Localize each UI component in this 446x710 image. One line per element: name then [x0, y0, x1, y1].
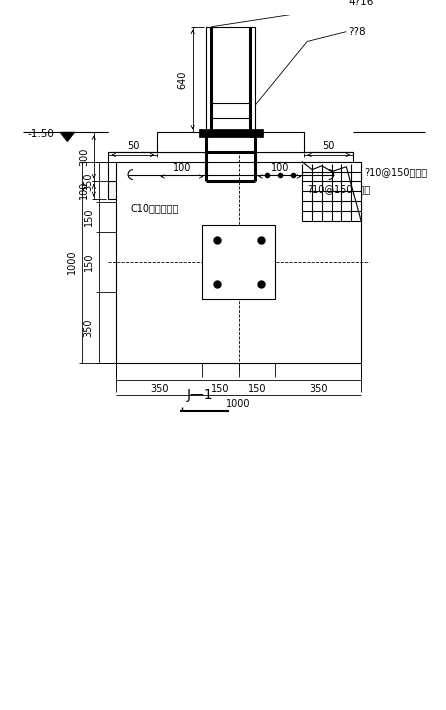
Bar [157, 133, 304, 152]
Bar [206, 27, 255, 133]
Text: 350: 350 [84, 318, 94, 337]
Text: 1000: 1000 [67, 250, 77, 275]
Polygon shape [302, 162, 361, 221]
Text: ??8: ??8 [348, 27, 366, 37]
Bar [108, 182, 353, 199]
Text: 150: 150 [248, 384, 266, 394]
Text: -1.50: -1.50 [28, 129, 55, 139]
Text: C10混凝土垃层: C10混凝土垃层 [131, 203, 179, 213]
Bar [116, 162, 361, 363]
Text: 100: 100 [173, 163, 191, 173]
Text: ?10@150钉筋网: ?10@150钉筋网 [364, 167, 427, 177]
Text: 50: 50 [322, 141, 335, 151]
Text: 640: 640 [178, 70, 188, 89]
Text: 4?16: 4?16 [348, 0, 374, 7]
Text: 350: 350 [84, 173, 94, 191]
Text: 150: 150 [84, 253, 94, 271]
Text: 100: 100 [79, 181, 89, 200]
Bar [202, 226, 275, 299]
Text: 300: 300 [79, 148, 89, 166]
Polygon shape [198, 129, 263, 137]
Text: 50: 50 [127, 141, 139, 151]
Text: 350: 350 [309, 384, 327, 394]
Text: 150: 150 [84, 208, 94, 226]
Bar [108, 152, 353, 182]
Text: 100: 100 [271, 163, 289, 173]
Text: 350: 350 [150, 384, 169, 394]
Text: ?10@150钉筋网: ?10@150钉筋网 [307, 185, 370, 195]
Text: 1000: 1000 [227, 399, 251, 409]
Polygon shape [61, 133, 74, 141]
Text: 150: 150 [211, 384, 230, 394]
Text: J—1: J—1 [187, 388, 214, 402]
